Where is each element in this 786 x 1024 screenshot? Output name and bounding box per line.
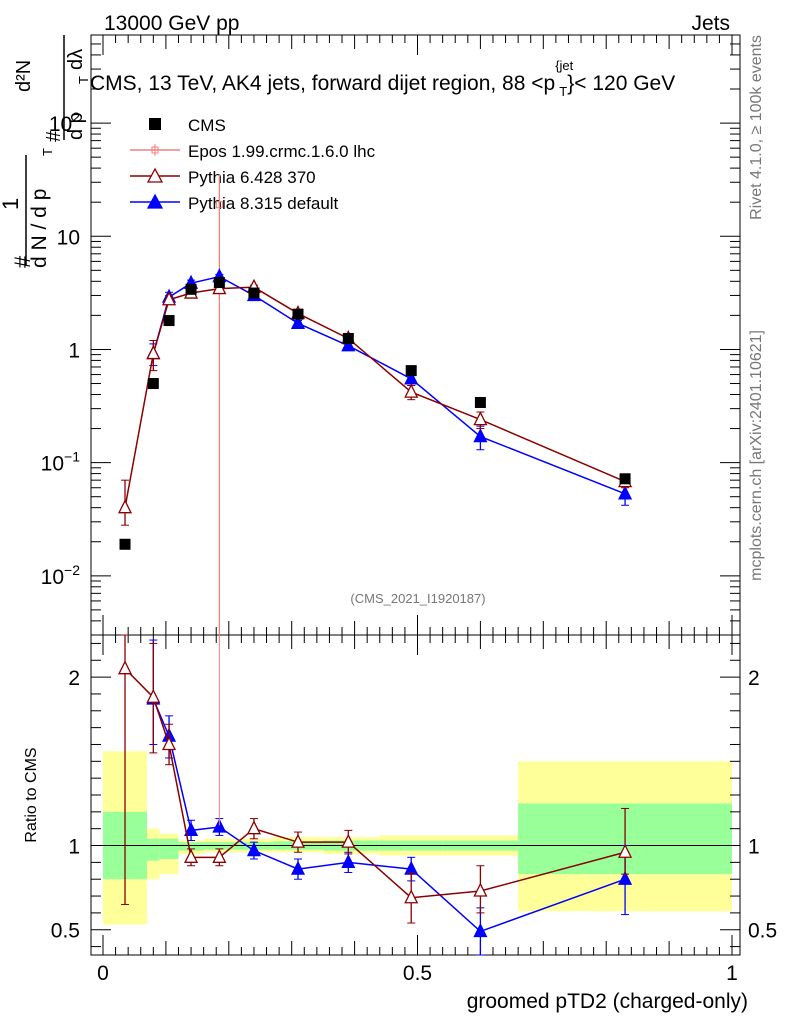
cms-data-point: [119, 538, 131, 550]
data-point: [473, 428, 488, 443]
series-line: [152, 698, 626, 933]
legend-label: Epos 1.99.crmc.1.6.0 lhc: [188, 142, 376, 161]
main-y-tick-label: 10−2: [41, 562, 81, 589]
data-point: [161, 291, 177, 306]
ylabel-hash: #: [10, 255, 35, 268]
cms-data-point: [405, 365, 417, 377]
data-point: [473, 882, 488, 897]
legend-label: Pythia 8.315 default: [188, 194, 339, 213]
header-left-label: 13000 GeV pp: [104, 12, 239, 35]
ratio-series-pythia6: [117, 634, 633, 924]
data-point: [146, 688, 161, 703]
ratio-band-green: [159, 838, 179, 859]
x-tick-label: 0: [97, 962, 109, 985]
data-point: [473, 411, 488, 426]
legend-label: CMS: [188, 116, 226, 135]
series-pythia6: [117, 278, 633, 526]
ylabel-sub2: T: [76, 76, 91, 84]
plot-title: CMS, 13 TeV, AK4 jets, forward dijet reg…: [90, 58, 675, 99]
series-line: [124, 286, 626, 508]
data-point: [117, 660, 133, 675]
analysis-id-label: (CMS_2021_I1920187): [350, 591, 485, 606]
data-point: [117, 499, 133, 514]
main-y-tick-label: 1: [68, 339, 80, 362]
cms-data-point: [342, 332, 354, 344]
ratio-y-tick-label-left: 0.5: [51, 920, 80, 943]
ylabel-dl: dλ: [65, 49, 87, 70]
ylabel-sub: T: [40, 148, 55, 156]
legend-marker-triangle: [146, 167, 164, 183]
ylabel-dn: d N / d p: [28, 189, 51, 268]
legend-marker-epos-box: [151, 146, 159, 154]
data-point: [618, 870, 633, 885]
ylabel-dp: d p: [65, 112, 87, 140]
data-point: [290, 833, 306, 848]
data-point: [404, 889, 419, 904]
ratio-y-axis-label: Ratio to CMS: [23, 747, 40, 842]
cms-data-point: [147, 378, 159, 390]
epos-point: [215, 201, 223, 209]
data-point: [290, 314, 306, 330]
cms-data-point: [213, 277, 225, 289]
ratio-uncertainty-bands: [103, 751, 732, 925]
series-cms: [119, 277, 631, 550]
ratio-y-tick-label-right: 1: [748, 836, 760, 859]
rivet-version-label: Rivet 4.1.0, ≥ 100k events: [748, 35, 765, 220]
data-point: [184, 848, 199, 863]
ratio-y-tick-label-left: 2: [68, 667, 80, 690]
series-epos: [215, 174, 223, 635]
ratio-band-green: [147, 838, 160, 861]
ratio-y-tick-label-right: 2: [748, 667, 760, 690]
ylabel-one: 1: [0, 198, 23, 210]
data-point: [146, 345, 161, 360]
x-axis-label: groomed pTD2 (charged-only): [467, 990, 748, 1013]
series-line: [152, 275, 626, 495]
data-point: [341, 337, 356, 352]
ratio-band-green: [178, 842, 204, 851]
data-point: [341, 833, 356, 848]
ratio-y-tick-label-right: 0.5: [748, 920, 777, 943]
data-point: [618, 485, 633, 500]
cms-data-point: [185, 283, 197, 295]
cms-data-point: [163, 315, 175, 327]
data-point: [212, 818, 227, 833]
main-y-axis-label: #1 d N / d p T # d²N d p Tdλ: [0, 35, 91, 268]
x-tick-label: 0.5: [403, 962, 432, 985]
mcplots-label: mcplots.cern.ch [arXiv:2401.10621]: [748, 330, 765, 581]
x-ticks: 0 0.5 1: [97, 35, 738, 985]
main-y-tick-label: 10: [57, 226, 80, 249]
x-tick-label: 1: [726, 962, 738, 985]
data-point: [473, 922, 488, 938]
legend-marker-cms: [149, 118, 161, 130]
data-point: [161, 736, 177, 751]
ratio-y-tick-label-left: 1: [68, 836, 80, 859]
cms-data-point: [619, 473, 631, 485]
data-point: [341, 853, 356, 869]
data-point: [404, 383, 419, 398]
ratio-y-ticks: 0.5 0.5 1 1 2 2: [51, 642, 777, 948]
header-right-label: Jets: [691, 12, 730, 35]
data-point: [212, 848, 227, 863]
ylabel-d2n: d²N: [13, 60, 35, 92]
data-point: [618, 843, 633, 858]
data-point: [184, 821, 199, 837]
legend-label: Pythia 6.428 370: [188, 168, 316, 187]
legend: CMS Epos 1.99.crmc.1.6.0 lhc Pythia 6.428 …: [130, 116, 376, 213]
cms-data-point: [292, 308, 304, 320]
data-point: [246, 820, 262, 835]
data-point: [290, 860, 306, 875]
ylabel-hash2: #: [43, 130, 65, 142]
main-y-tick-label: 10−1: [41, 449, 81, 476]
cms-data-point: [248, 287, 260, 299]
data-point: [246, 842, 262, 857]
cms-data-point: [474, 396, 486, 408]
legend-marker-triangle: [146, 193, 164, 209]
